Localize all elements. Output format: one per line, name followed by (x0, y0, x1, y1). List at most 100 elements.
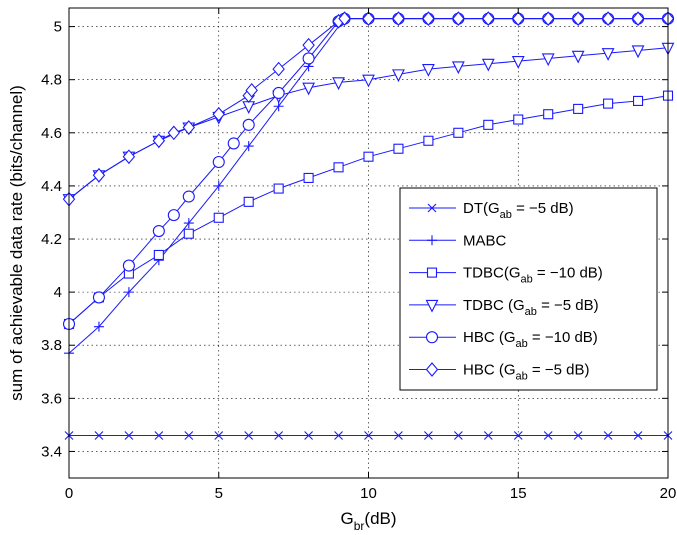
data-point (571, 50, 585, 64)
data-point (272, 86, 285, 100)
y-axis-label: sum of achievable data rate (bits/channe… (7, 85, 26, 401)
data-point (304, 431, 313, 440)
legend-item: MABC (409, 232, 507, 249)
data-point (543, 431, 553, 440)
data-point (242, 118, 255, 131)
y-tick-label: 4.4 (41, 178, 62, 195)
legend-item: HBC (Gab = −5 dB) (409, 362, 589, 383)
data-point (483, 431, 493, 440)
x-tick-label: 5 (215, 485, 223, 502)
data-point (541, 53, 555, 67)
legend-marker (425, 362, 439, 377)
y-tick-label: 5 (54, 19, 62, 36)
data-point (422, 64, 435, 77)
data-point (333, 162, 344, 173)
data-point (632, 95, 644, 106)
y-tick-label: 3.4 (41, 443, 62, 460)
data-point (631, 45, 645, 59)
data-point (451, 61, 465, 75)
axis-labels: Gbr(dB) sum of achievable data rate (bits… (7, 85, 397, 533)
x-tick-label: 0 (65, 485, 73, 502)
data-point (273, 183, 284, 194)
legend-label: TDBC (Gab = −5 dB) (463, 297, 599, 318)
legend: DT(Gab = −5 dB) MABC TDBC(Gab = −10 dB) TDB… (399, 187, 658, 391)
data-point (93, 321, 104, 332)
data-point (213, 180, 224, 191)
data-point (452, 11, 465, 26)
x-axis-label: Gbr(dB) (341, 509, 397, 533)
data-point (182, 190, 195, 203)
data-point (302, 37, 315, 53)
data-point (92, 291, 105, 304)
data-point (362, 11, 375, 26)
legend-label: HBC (Gab = −5 dB) (463, 362, 589, 383)
series-0 (64, 431, 673, 440)
data-point (603, 431, 613, 440)
data-point (122, 149, 136, 165)
data-point (167, 125, 181, 141)
data-point (272, 61, 285, 77)
data-point (481, 58, 495, 72)
legend-marker (427, 203, 437, 213)
data-point (124, 431, 134, 440)
data-point (152, 225, 165, 238)
data-point (122, 259, 135, 272)
data-point (243, 141, 254, 152)
data-point (423, 135, 434, 146)
data-point (364, 431, 373, 440)
data-point (152, 133, 166, 149)
legend-item: DT(Gab = −5 dB) (409, 200, 574, 221)
legend-label: HBC (Gab = −10 dB) (463, 329, 598, 350)
y-tick-label: 3.6 (41, 390, 62, 407)
data-point (243, 196, 254, 207)
legend-item: TDBC(Gab = −10 dB) (409, 265, 603, 286)
data-point (482, 11, 495, 26)
data-point (183, 218, 194, 229)
legend-label: MABC (463, 232, 507, 249)
data-point (512, 11, 525, 26)
legend-item: TDBC (Gab = −5 dB) (409, 297, 599, 318)
data-point (393, 143, 404, 154)
legend-box (399, 187, 658, 391)
data-point (334, 431, 343, 440)
data-point (633, 431, 643, 440)
data-point (571, 11, 585, 26)
data-point (182, 120, 196, 135)
data-point (573, 431, 583, 440)
data-point (543, 109, 554, 120)
x-tick-label: 15 (510, 485, 527, 502)
data-point (513, 114, 524, 125)
legend-marker (425, 331, 439, 344)
legend-item: HBC (Gab = −10 dB) (409, 329, 598, 350)
series-5 (62, 11, 675, 207)
y-tick-label: 4.8 (41, 72, 62, 89)
data-point (123, 287, 134, 298)
data-point (274, 431, 284, 440)
data-point (392, 11, 405, 26)
data-point (483, 119, 494, 130)
data-point (601, 48, 615, 61)
data-point (453, 127, 464, 138)
data-point (332, 77, 345, 91)
x-tick-label: 10 (360, 485, 377, 502)
x-tick-label: 20 (660, 485, 677, 502)
data-point (362, 74, 375, 88)
data-point (422, 11, 435, 26)
data-point (601, 11, 615, 26)
legend-label: TDBC(Gab = −10 dB) (463, 265, 603, 286)
data-point (363, 151, 374, 162)
data-point (302, 52, 315, 65)
data-point (541, 11, 555, 26)
data-point (424, 431, 433, 440)
y-tick-label: 4.6 (41, 125, 62, 142)
data-point (227, 137, 240, 150)
data-point (302, 82, 315, 96)
data-point (184, 431, 194, 440)
data-point (573, 103, 584, 114)
data-point (394, 431, 403, 440)
data-point (212, 106, 225, 122)
data-point (338, 11, 351, 26)
y-tick-label: 4.2 (41, 231, 62, 248)
data-point (244, 431, 254, 440)
